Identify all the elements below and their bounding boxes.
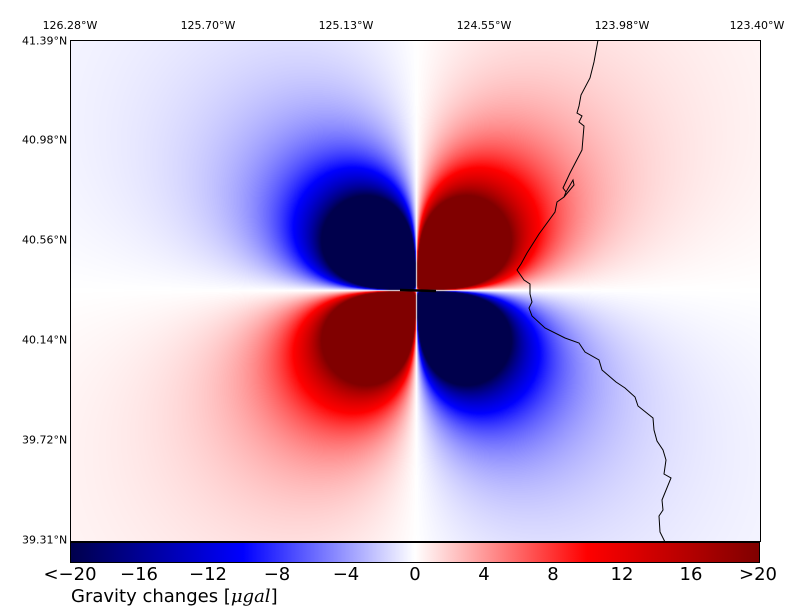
fault-trace bbox=[399, 288, 437, 293]
colorbar-tick: >20 bbox=[739, 564, 777, 585]
lon-label-5: 123.40°W bbox=[729, 19, 785, 32]
lat-label-4: 39.72°N bbox=[22, 433, 68, 447]
lat-label-3: 40.14°N bbox=[22, 333, 68, 347]
lon-label-1: 125.70°W bbox=[180, 19, 236, 32]
lon-label-3: 124.55°W bbox=[456, 19, 512, 32]
colorbar-tick: <−20 bbox=[43, 564, 97, 585]
colorbar-tick: 8 bbox=[547, 564, 559, 585]
lon-label-2: 125.13°W bbox=[318, 19, 374, 32]
lon-label-4: 123.98°W bbox=[594, 19, 650, 32]
lat-label-0: 41.39°N bbox=[22, 34, 68, 48]
coastline bbox=[516, 40, 672, 542]
colorbar-tick: 0 bbox=[409, 564, 421, 585]
lat-label-1: 40.98°N bbox=[22, 133, 68, 147]
coastline-spit bbox=[563, 178, 575, 198]
colorbar-tick: −4 bbox=[332, 564, 360, 585]
lat-label-5: 39.31°N bbox=[22, 533, 68, 547]
lon-label-0: 126.28°W bbox=[42, 19, 98, 32]
lat-label-2: 40.56°N bbox=[22, 233, 68, 247]
colorbar-tick: −16 bbox=[120, 564, 158, 585]
map-frame bbox=[70, 40, 761, 542]
colorbar bbox=[70, 542, 760, 563]
colorbar-label: Gravity changes [μgal] bbox=[71, 586, 278, 607]
colorbar-tick: 12 bbox=[610, 564, 634, 585]
colorbar-tick: −12 bbox=[189, 564, 227, 585]
colorbar-tick: 4 bbox=[478, 564, 490, 585]
gravity-change-map[interactable] bbox=[70, 40, 761, 542]
colorbar-tick: 16 bbox=[679, 564, 703, 585]
colorbar-tick: −8 bbox=[263, 564, 291, 585]
